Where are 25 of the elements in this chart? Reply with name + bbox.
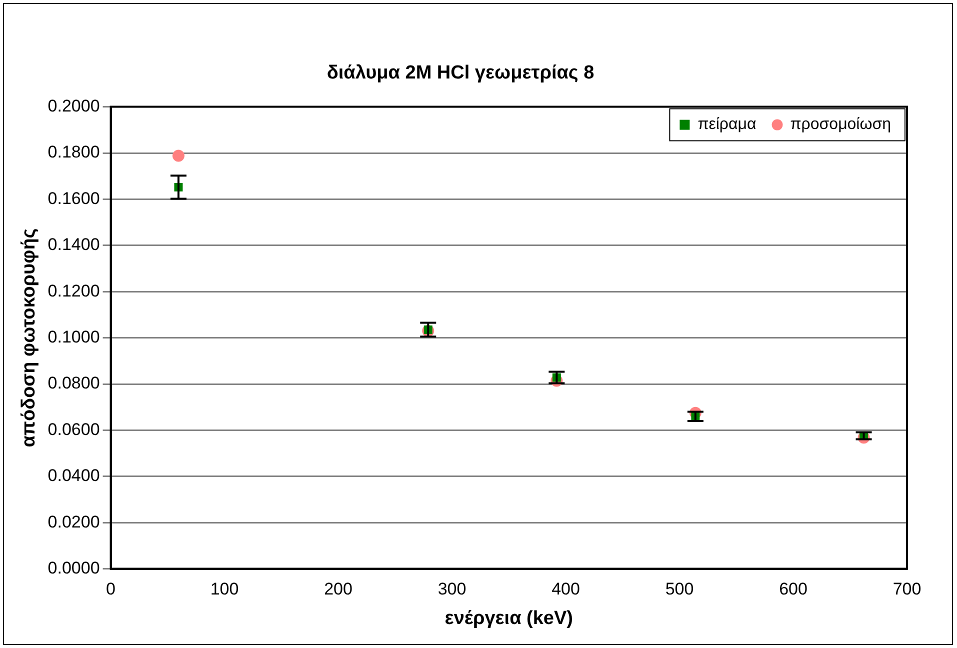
- x-tick-label: 100: [210, 580, 239, 599]
- y-tick-label: 0.0400: [48, 466, 100, 486]
- x-tick-label: 300: [438, 580, 466, 599]
- y-tick-label: 0.0000: [48, 558, 100, 578]
- y-tick-label: 0.1200: [48, 281, 100, 300]
- x-tick-label: 400: [552, 580, 580, 599]
- y-tick-label: 0.0800: [48, 374, 100, 393]
- legend-label: πείραμα: [698, 116, 756, 134]
- y-tick-label: 0.0200: [48, 512, 100, 532]
- y-axis-title: απόδοση φωτοκορυφής: [18, 228, 40, 448]
- y-tick-label: 0.1000: [48, 327, 100, 346]
- x-tick-label: 200: [324, 580, 352, 599]
- x-tick-label: 600: [779, 580, 808, 599]
- y-tick-label: 0.1400: [48, 235, 100, 254]
- x-axis-title: ενέργεια (keV): [444, 608, 573, 629]
- y-tick-label: 0.2000: [48, 96, 100, 116]
- chart-title: διάλυμα 2M HCl γεωμετρίας 8: [326, 62, 594, 84]
- y-tick-label: 0.0600: [48, 420, 100, 439]
- y-tick-label: 0.1800: [48, 142, 100, 162]
- point: [172, 150, 184, 162]
- x-tick-label: 700: [892, 580, 922, 599]
- legend-label: προσομοίωση: [790, 116, 891, 134]
- x-tick-label: 0: [106, 580, 116, 599]
- x-tick-label: 500: [665, 580, 694, 599]
- y-tick-label: 0.1600: [48, 188, 100, 208]
